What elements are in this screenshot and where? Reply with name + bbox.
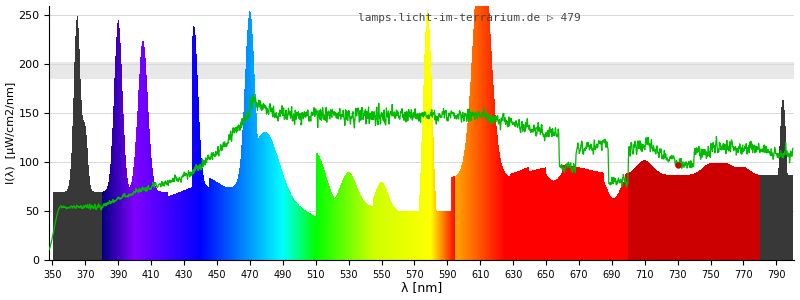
Y-axis label: I(λ)  [µW/cm2∕nm]: I(λ) [µW/cm2∕nm]: [6, 82, 15, 184]
Bar: [49, 62, 794, 79]
X-axis label: λ [nm]: λ [nm]: [401, 281, 442, 294]
Text: lamps.licht-im-terrarium.de ▷ 479: lamps.licht-im-terrarium.de ▷ 479: [358, 13, 582, 23]
